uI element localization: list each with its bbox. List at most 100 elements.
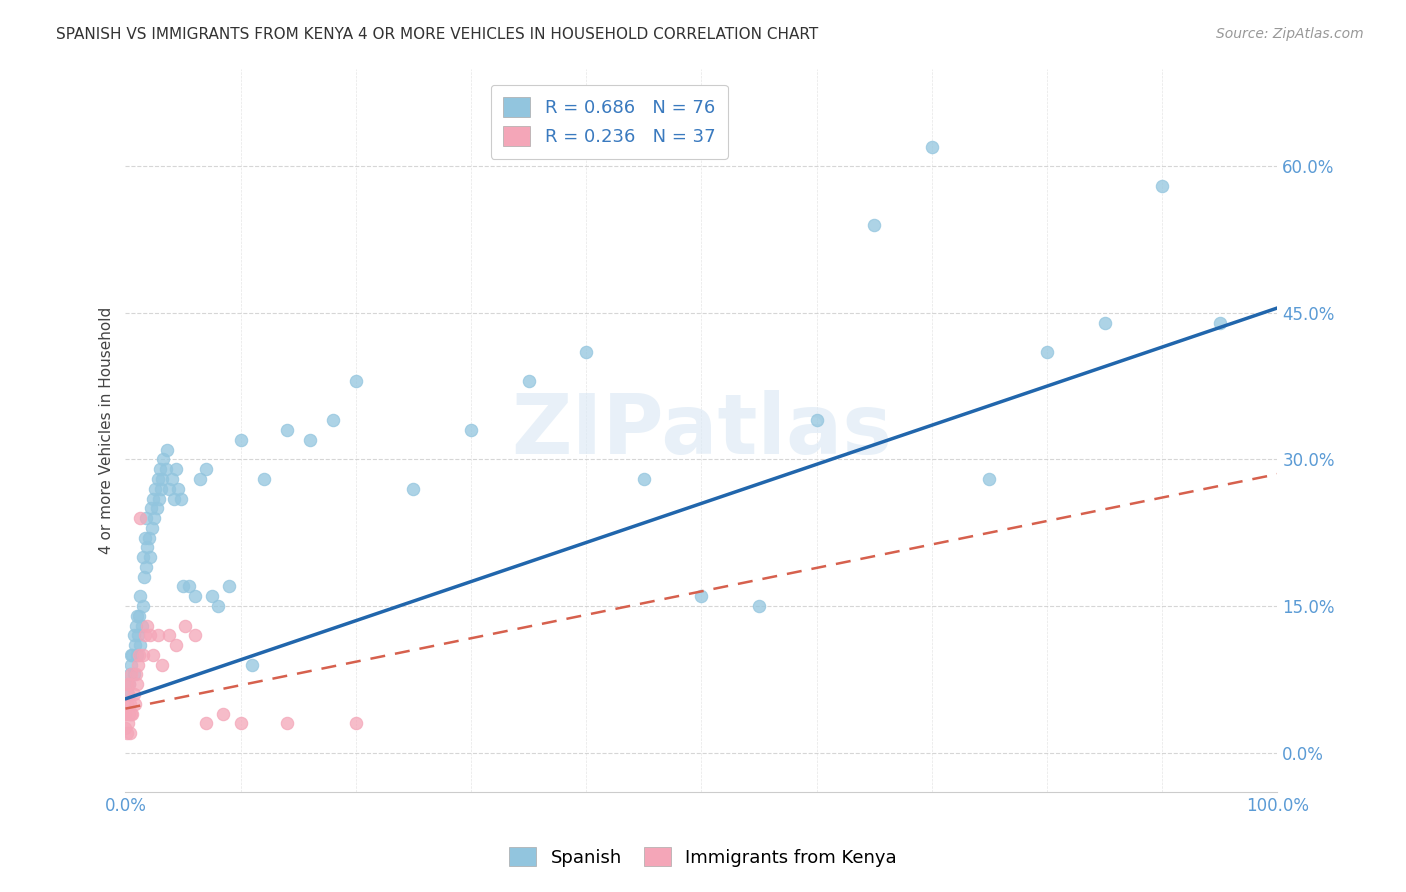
Point bbox=[125, 667, 148, 681]
Point bbox=[143, 511, 166, 525]
Text: ZIPatlas: ZIPatlas bbox=[510, 390, 891, 471]
Point bbox=[148, 491, 170, 506]
Point bbox=[152, 452, 174, 467]
Point bbox=[690, 589, 713, 603]
Point bbox=[167, 482, 190, 496]
Point bbox=[117, 687, 139, 701]
Point bbox=[146, 628, 169, 642]
Point bbox=[298, 433, 321, 447]
Point bbox=[160, 472, 183, 486]
Point bbox=[141, 521, 163, 535]
Point bbox=[142, 648, 165, 662]
Point bbox=[253, 472, 276, 486]
Point bbox=[195, 462, 218, 476]
Point bbox=[124, 638, 146, 652]
Point bbox=[135, 560, 157, 574]
Text: SPANISH VS IMMIGRANTS FROM KENYA 4 OR MORE VEHICLES IN HOUSEHOLD CORRELATION CHA: SPANISH VS IMMIGRANTS FROM KENYA 4 OR MO… bbox=[56, 27, 818, 42]
Y-axis label: 4 or more Vehicles in Household: 4 or more Vehicles in Household bbox=[100, 307, 114, 554]
Point bbox=[240, 657, 263, 672]
Point bbox=[117, 716, 139, 731]
Point bbox=[150, 482, 173, 496]
Point bbox=[575, 345, 598, 359]
Point bbox=[122, 628, 145, 642]
Point bbox=[128, 648, 150, 662]
Point bbox=[1152, 178, 1174, 193]
Text: Source: ZipAtlas.com: Source: ZipAtlas.com bbox=[1216, 27, 1364, 41]
Point bbox=[163, 491, 186, 506]
Point bbox=[132, 570, 155, 584]
Legend: Spanish, Immigrants from Kenya: Spanish, Immigrants from Kenya bbox=[502, 840, 904, 874]
Point bbox=[120, 697, 142, 711]
Point bbox=[1036, 345, 1059, 359]
Point bbox=[165, 462, 187, 476]
Point bbox=[136, 541, 159, 555]
Point bbox=[120, 706, 142, 721]
Point bbox=[120, 667, 142, 681]
Point bbox=[183, 589, 205, 603]
Legend: R = 0.686   N = 76, R = 0.236   N = 37: R = 0.686 N = 76, R = 0.236 N = 37 bbox=[491, 85, 728, 159]
Point bbox=[118, 677, 141, 691]
Point bbox=[115, 726, 138, 740]
Point bbox=[177, 579, 200, 593]
Point bbox=[117, 687, 139, 701]
Point bbox=[146, 472, 169, 486]
Point bbox=[188, 472, 211, 486]
Point bbox=[118, 706, 141, 721]
Point bbox=[979, 472, 1001, 486]
Point bbox=[633, 472, 655, 486]
Point bbox=[139, 501, 162, 516]
Point bbox=[132, 648, 155, 662]
Point bbox=[157, 482, 180, 496]
Point bbox=[322, 413, 344, 427]
Point bbox=[135, 511, 157, 525]
Point bbox=[120, 726, 142, 740]
Point bbox=[120, 667, 142, 681]
Point bbox=[150, 657, 173, 672]
Point bbox=[1094, 316, 1116, 330]
Point bbox=[118, 677, 141, 691]
Point bbox=[201, 589, 224, 603]
Point bbox=[115, 697, 138, 711]
Point bbox=[145, 482, 167, 496]
Point bbox=[128, 608, 150, 623]
Point bbox=[121, 706, 143, 721]
Point bbox=[129, 511, 152, 525]
Point bbox=[121, 648, 143, 662]
Point bbox=[129, 638, 152, 652]
Point bbox=[132, 550, 155, 565]
Point bbox=[138, 628, 160, 642]
Point bbox=[195, 716, 218, 731]
Point bbox=[125, 618, 148, 632]
Point bbox=[149, 462, 172, 476]
Point bbox=[402, 482, 425, 496]
Point bbox=[165, 638, 187, 652]
Point bbox=[122, 667, 145, 681]
Point bbox=[125, 648, 148, 662]
Point bbox=[132, 599, 155, 613]
Point bbox=[120, 648, 142, 662]
Point bbox=[212, 706, 235, 721]
Point bbox=[124, 697, 146, 711]
Point bbox=[276, 423, 298, 437]
Point bbox=[114, 721, 136, 735]
Point bbox=[229, 433, 252, 447]
Point bbox=[115, 677, 138, 691]
Point bbox=[806, 413, 828, 427]
Point bbox=[155, 462, 177, 476]
Point bbox=[125, 677, 148, 691]
Point bbox=[142, 491, 165, 506]
Point bbox=[276, 716, 298, 731]
Point bbox=[131, 618, 153, 632]
Point bbox=[863, 218, 886, 232]
Point bbox=[156, 442, 179, 457]
Point bbox=[134, 628, 156, 642]
Point bbox=[183, 628, 205, 642]
Point bbox=[150, 472, 173, 486]
Point bbox=[127, 657, 149, 672]
Point bbox=[138, 531, 160, 545]
Point bbox=[138, 550, 160, 565]
Point bbox=[127, 628, 149, 642]
Point bbox=[174, 618, 197, 632]
Point bbox=[125, 608, 148, 623]
Point bbox=[344, 374, 367, 388]
